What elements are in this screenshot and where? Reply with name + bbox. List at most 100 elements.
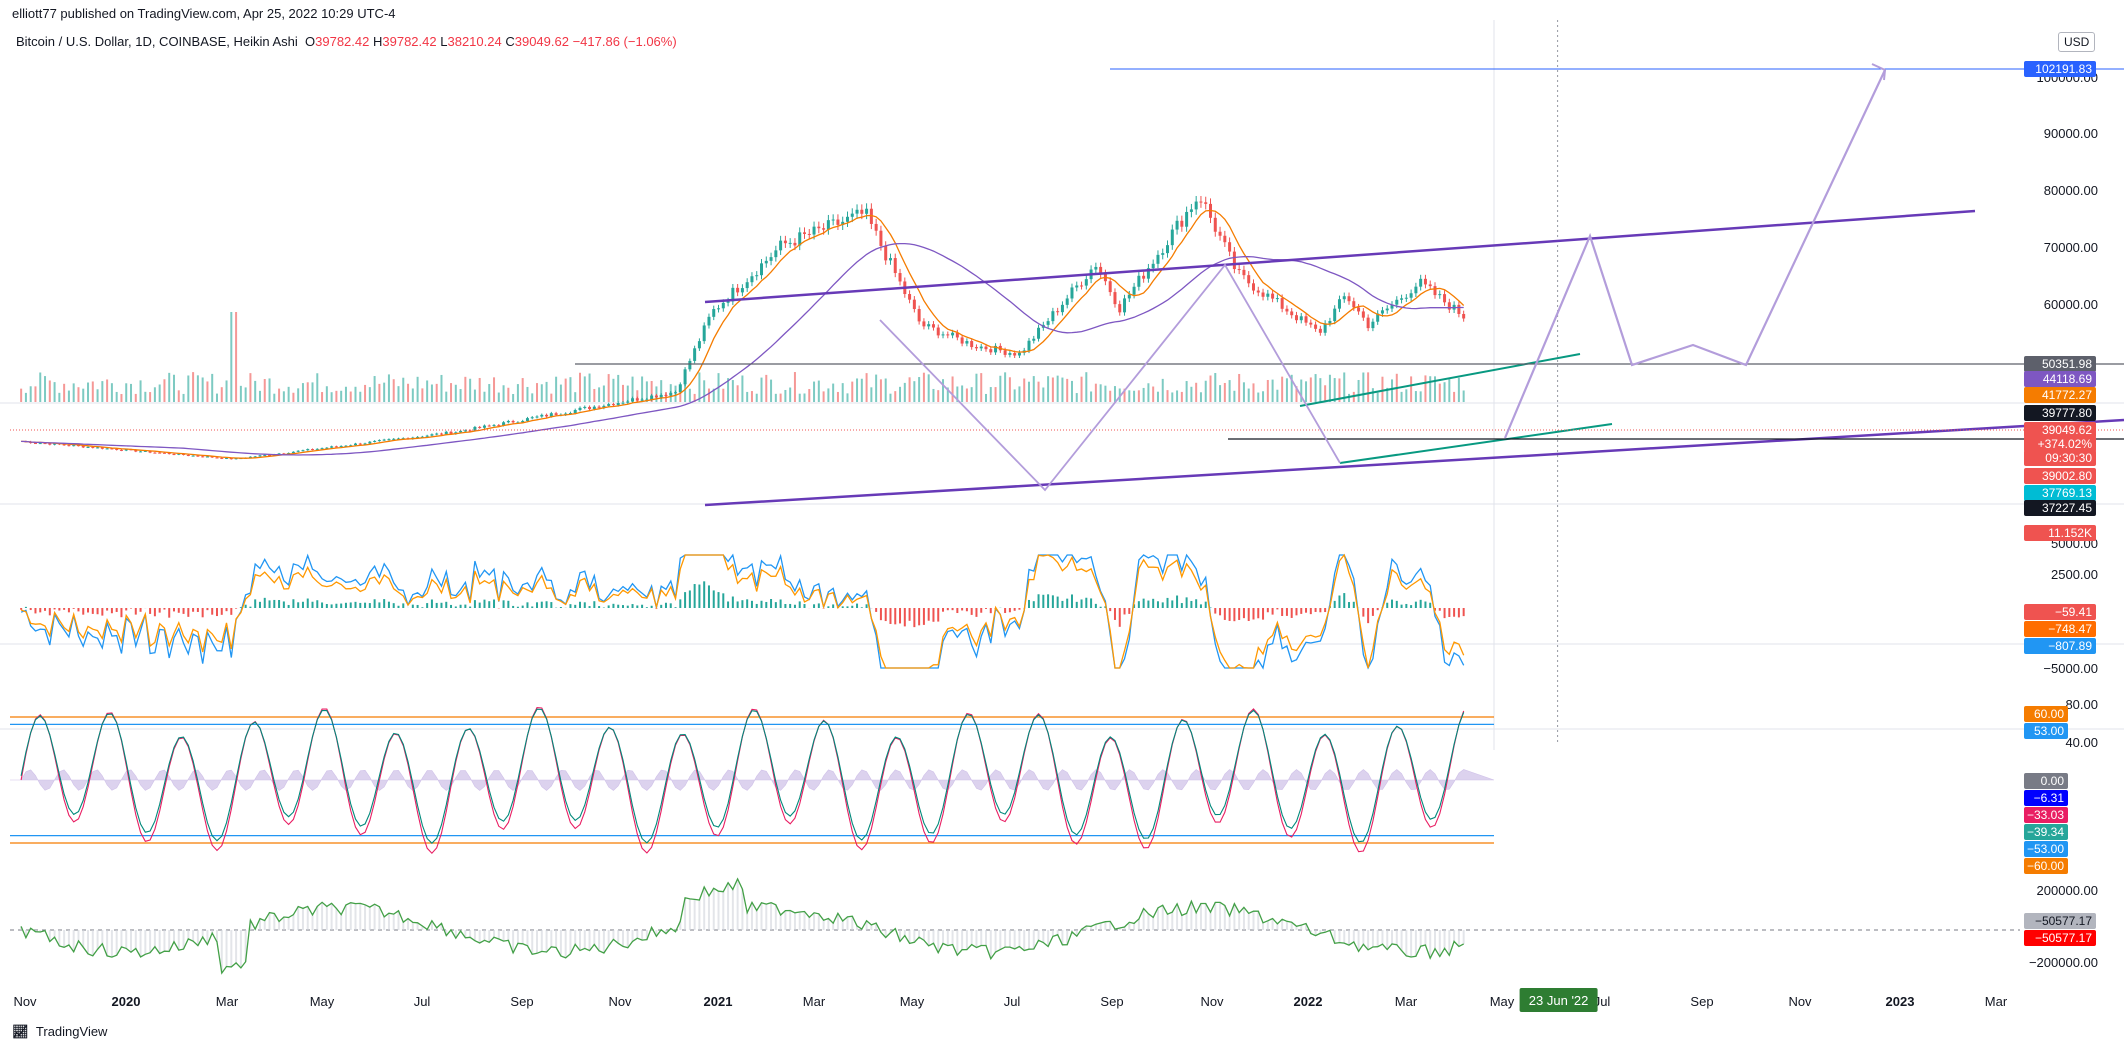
candle [1204, 202, 1208, 204]
macd-pane: 5000.002500.00−5000.00−59.41−748.47−807.… [20, 536, 2098, 676]
price-label-text: 50351.98 [2042, 357, 2092, 371]
candle [463, 430, 467, 432]
macd-histogram-bar [172, 608, 175, 612]
volume-bar [793, 372, 796, 402]
volume-bar [1104, 385, 1107, 402]
volume-bar [803, 393, 806, 402]
price-label-text: 39002.80 [2042, 469, 2092, 483]
macd-histogram-bar [579, 601, 581, 608]
macd-histogram-bar [550, 602, 553, 608]
macd-histogram-bar [1147, 600, 1150, 608]
volume-bar [875, 374, 878, 402]
volume-bar [985, 393, 988, 402]
candle [549, 413, 553, 417]
volume-bar [282, 391, 285, 402]
macd-value-badge [2024, 604, 2096, 620]
candle [377, 440, 381, 442]
volume-bar [134, 393, 137, 402]
macd-histogram-bar [96, 608, 99, 615]
osc-value-badge [2024, 807, 2068, 823]
price-label-text: 09:30:30 [2045, 451, 2092, 465]
macd-histogram-bar [163, 608, 166, 610]
macd-histogram-bar [1018, 608, 1021, 610]
currency-button[interactable]: USD [2058, 32, 2096, 52]
brand-footer: 📈︎ TradingView [12, 1024, 107, 1040]
macd-histogram-bar [359, 602, 362, 608]
volume-bar [1228, 380, 1231, 402]
volume-bar [1300, 379, 1303, 402]
volume-bar [956, 386, 959, 402]
macd-histogram-bar [58, 608, 61, 611]
macd-histogram-bar [1094, 603, 1097, 608]
macd-histogram-bar [516, 606, 519, 608]
volume-bar [502, 385, 505, 402]
candle [678, 384, 682, 393]
volume-bar [1457, 377, 1460, 402]
volume-bar [698, 372, 701, 402]
macd-histogram-bar [464, 604, 467, 608]
osc-value-badge [2024, 858, 2068, 874]
macd-histogram-bar [574, 604, 577, 608]
volume-bar [550, 393, 553, 402]
macd-histogram-bar [392, 603, 395, 608]
candle [72, 445, 76, 447]
macd-histogram-bar [559, 607, 562, 608]
candle [468, 430, 472, 432]
macd-histogram-bar [693, 584, 696, 608]
candle [320, 448, 324, 450]
volume-bar [626, 385, 629, 402]
price-axis: 100000.0090000.0080000.0070000.0060000.0… [2024, 61, 2098, 541]
macd-histogram-bar [526, 602, 529, 608]
macd-histogram-bar [922, 608, 925, 625]
candle [1271, 293, 1275, 299]
macd-histogram-bar [330, 604, 333, 608]
volume-bar [1199, 392, 1202, 402]
volume-bar [1434, 376, 1436, 402]
candle [965, 341, 969, 344]
candle [654, 395, 658, 398]
macd-histogram-bar [39, 608, 42, 613]
tradingview-logo-icon: 📈︎ [12, 1024, 29, 1039]
candle [96, 447, 100, 449]
volume-bar [1133, 390, 1136, 402]
candle [774, 250, 778, 258]
candle [1151, 263, 1155, 269]
candle [645, 399, 649, 401]
macd-histogram-bar [1223, 608, 1226, 620]
volume-bar [96, 389, 99, 402]
candle [936, 327, 940, 336]
macd-histogram-bar [1262, 608, 1265, 620]
volume-bar [645, 381, 648, 402]
candle [1361, 311, 1365, 318]
volume-bar [731, 380, 734, 402]
macd-histogram-bar [1462, 608, 1465, 617]
candle [229, 457, 233, 460]
macd-histogram-bar [1199, 604, 1202, 608]
volume-bar [851, 381, 854, 402]
osc-tick-label: 80.00 [2065, 697, 2098, 712]
macd-histogram-bar [402, 603, 405, 608]
candle [731, 287, 735, 302]
volume-bar [545, 381, 548, 402]
time-tick-label: May [900, 994, 925, 1009]
macd-histogram-bar [1395, 600, 1398, 608]
price-label-text: 37227.45 [2042, 501, 2092, 515]
macd-histogram-bar [760, 600, 763, 608]
candle [268, 454, 272, 456]
volume-bar [1391, 379, 1394, 402]
macd-histogram-bar [488, 601, 491, 608]
macd-histogram-bar [1376, 608, 1379, 611]
macd-histogram-bar [789, 603, 792, 608]
volume-bar [287, 386, 290, 402]
macd-histogram-bar [158, 608, 161, 613]
candle [1275, 298, 1279, 300]
price-label-text: 44118.69 [2043, 372, 2092, 386]
macd-histogram-bar [1324, 608, 1327, 613]
macd-histogram-bar [82, 608, 85, 615]
macd-histogram-bar [1386, 602, 1389, 608]
crosshair-date-badge [1519, 988, 1598, 1012]
candle [908, 294, 912, 300]
volume-bar [660, 380, 663, 402]
candle [301, 450, 305, 452]
